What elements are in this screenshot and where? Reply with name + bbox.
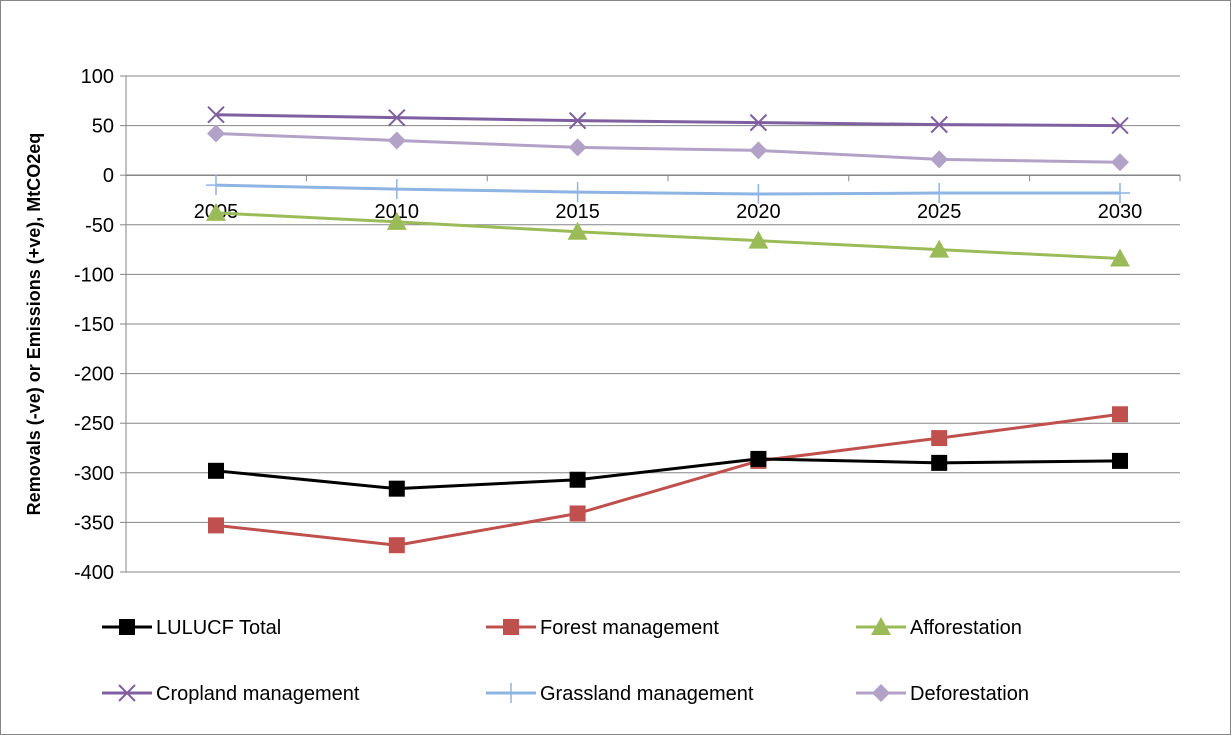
data-point [748,230,769,249]
data-point [388,480,405,497]
data-point [568,138,587,157]
legend-entry: LULUCF Total [102,617,281,639]
legend-entry: Afforestation [856,617,1022,639]
y-tick-label: 0 [103,165,114,187]
data-point [1111,116,1129,135]
data-point [208,462,224,479]
series-grassland-management [206,175,1130,205]
data-point [207,124,225,143]
legend-entry: Deforestation [856,683,1029,705]
series-lines [206,105,1130,554]
data-point [569,471,586,488]
x-axis [125,174,1181,182]
y-tick-label: -200 [74,364,114,386]
y-tick-label: -400 [74,562,114,584]
x-tick-label: 2020 [736,201,781,223]
series-cropland-management [207,105,1129,135]
series-lulucf-total [208,450,1128,497]
data-point [1112,452,1128,469]
x-tick-labels: 200520102015202020252030 [194,201,1143,223]
legend-entry: Forest management [486,617,719,639]
data-point [386,179,407,200]
series-line [215,183,1120,196]
data-point [749,141,768,160]
series-line [215,113,1121,128]
data-point [206,175,226,196]
legend-entry: Cropland management [102,683,360,705]
data-point [930,115,948,134]
legend-label: Afforestation [910,617,1022,639]
data-point [569,505,586,522]
legend-label: Deforestation [910,683,1029,705]
data-point [567,221,588,240]
y-axis-label: Removals (-ve) or Emissions (+ve), MtCO2… [24,133,44,516]
x-tick-label: 2025 [917,201,962,223]
data-point [929,183,950,204]
data-point [931,454,948,471]
series-line [215,412,1121,547]
y-tick-label: -100 [74,264,114,286]
legend-label: LULUCF Total [156,617,281,639]
data-point [750,450,767,467]
legend-label: Grassland management [540,683,754,705]
data-point [568,111,587,130]
series-deforestation [207,124,1129,172]
series-line [215,211,1121,261]
data-point [929,239,950,258]
legend-entry: Grassland management [486,683,754,705]
y-tick-label: -50 [85,215,114,237]
data-point [749,113,768,132]
x-tick-label: 2015 [555,201,600,223]
data-point [387,131,406,150]
data-point [872,684,890,702]
y-tick-label: -350 [74,512,114,534]
x-tick-label: 2030 [1098,201,1143,223]
data-point [501,683,521,703]
y-tick-label: -300 [74,463,114,485]
data-point [386,211,407,230]
data-point [931,430,948,447]
y-tick-label: 100 [81,66,114,88]
data-point [118,684,136,702]
data-point [207,105,225,124]
data-point [206,202,226,221]
data-point [930,150,949,169]
series-afforestation [206,202,1130,267]
data-point [1111,153,1129,172]
legend-label: Forest management [540,617,719,639]
series-line [215,457,1121,491]
legend: LULUCF Total Forest management Afforestati… [102,617,1029,705]
data-point [503,619,519,635]
data-point [1110,183,1130,204]
gridlines [120,75,1180,573]
data-point [748,184,769,205]
series-line [215,132,1121,164]
series-forest-management [208,406,1128,554]
y-tick-labels: 100 50 0 -50 -100 -150 -200 -250 -300 -350 -400 [74,66,114,584]
data-point [388,108,406,127]
y-tick-label: 50 [92,116,114,138]
data-point [871,617,891,635]
data-point [1112,406,1128,423]
data-point [119,619,135,635]
y-tick-label: -150 [74,314,114,336]
data-point [1110,248,1130,267]
data-point [388,537,405,554]
legend-label: Cropland management [156,683,360,705]
data-point [567,182,588,203]
data-point [208,517,224,534]
y-tick-label: -250 [74,413,114,435]
